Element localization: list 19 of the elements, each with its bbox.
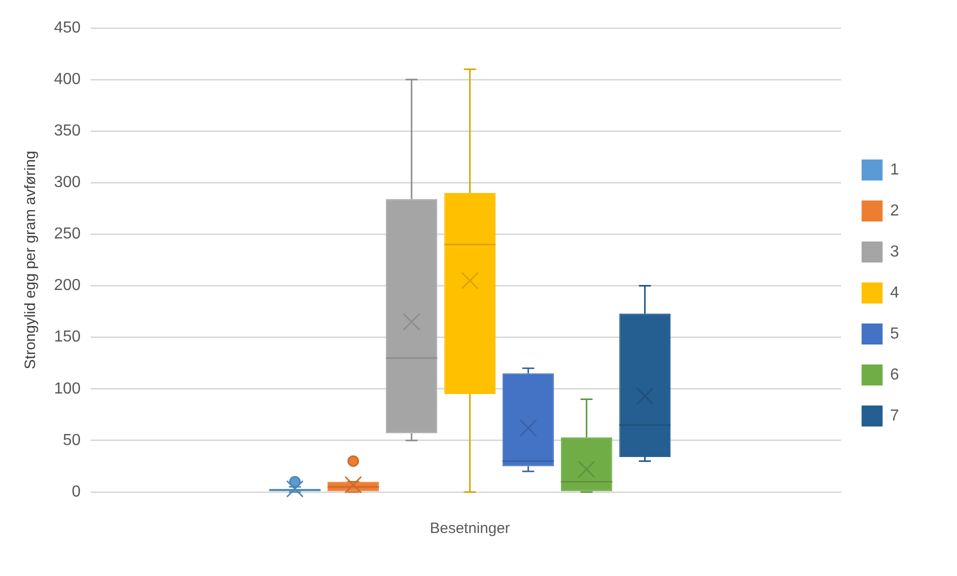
legend-label: 6 [890,366,900,384]
legend-label: 5 [890,325,900,342]
legend-label: 3 [890,243,900,260]
y-tick-label: 300 [54,174,81,192]
y-tick-label: 450 [54,19,81,36]
x-tick-label: Besetninger [430,520,510,538]
y-tick-label: 150 [54,328,81,346]
y-tick-label: 350 [54,122,81,140]
y-tick-label: 200 [54,277,81,294]
y-tick-label: 250 [54,226,81,243]
legend-label: 4 [890,284,900,302]
legend-label: 7 [890,407,900,424]
y-axis-title: Strongylid egg per gram avføring [22,150,40,370]
y-tick-label: 50 [62,432,81,449]
y-tick-label: 0 [72,483,81,500]
y-tick-label: 400 [54,70,81,88]
legend-label: 1 [890,161,900,178]
y-tick-label: 100 [54,380,81,398]
legend-label: 2 [890,202,900,220]
